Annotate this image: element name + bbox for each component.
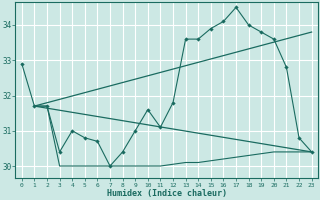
- X-axis label: Humidex (Indice chaleur): Humidex (Indice chaleur): [107, 189, 227, 198]
